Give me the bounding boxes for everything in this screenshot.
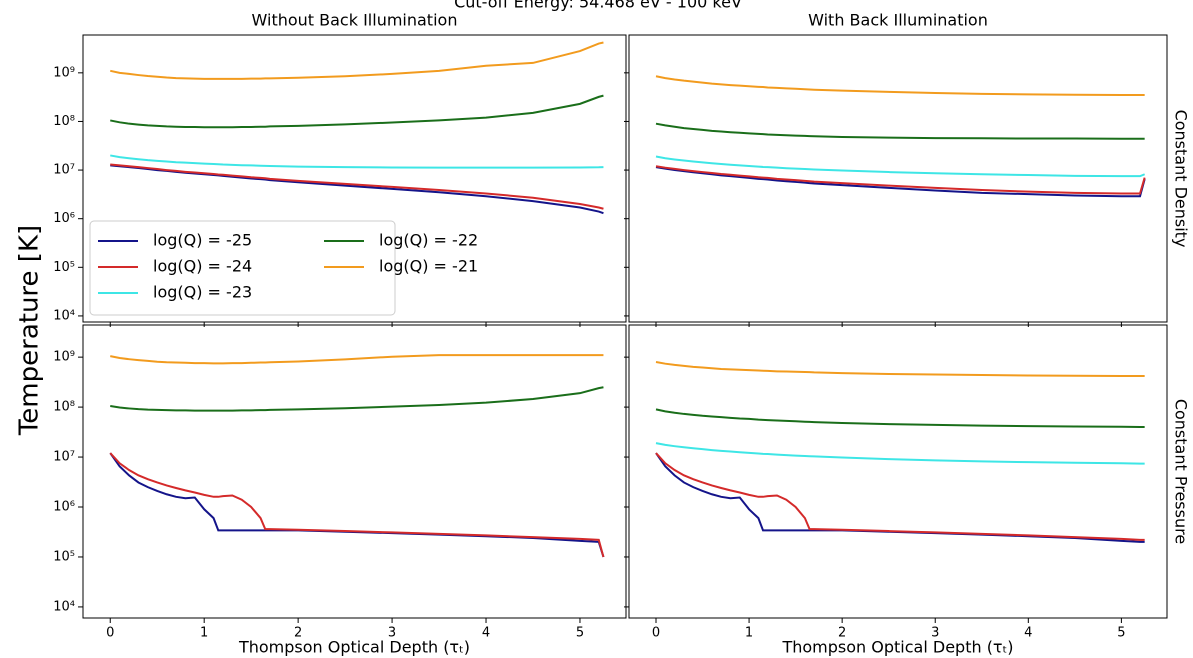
legend-label: log(Q) = -25	[153, 231, 252, 250]
x-tick-label: 0	[106, 626, 114, 641]
x-tick-label: 2	[838, 626, 846, 641]
legend-label: log(Q) = -24	[153, 257, 252, 276]
y-tick-label: 10⁵	[53, 260, 75, 275]
y-tick-label: 10⁴	[53, 308, 75, 323]
y-tick-label: 10⁷	[53, 163, 75, 178]
series-line	[110, 163, 604, 210]
figure-title: Cut-off Energy: 54.468 eV - 100 keV	[454, 0, 742, 12]
x-tick-label: 1	[200, 626, 208, 641]
panel-title: Without Back Illumination	[252, 11, 458, 30]
x-tick-label: 3	[931, 626, 939, 641]
series-line	[110, 154, 604, 169]
x-tick-label: 4	[482, 626, 490, 641]
legend-label: log(Q) = -23	[153, 283, 252, 302]
series-line	[655, 442, 1145, 465]
y-tick-label: 10⁶	[53, 211, 75, 226]
panel-frame	[628, 34, 1168, 323]
row-label: Constant Pressure	[1172, 399, 1191, 544]
panel-frame	[82, 324, 627, 619]
series-line	[655, 122, 1145, 140]
y-tick-label: 10⁵	[53, 549, 75, 564]
series-line	[110, 41, 604, 80]
series-line	[655, 75, 1145, 96]
x-tick-label: 2	[294, 626, 302, 641]
series-line	[110, 386, 604, 412]
x-tick-label: 0	[652, 626, 660, 641]
series-line	[655, 155, 1146, 178]
y-tick-label: 10⁸	[53, 400, 75, 415]
series-line	[655, 452, 1145, 541]
x-tick-label: 5	[1117, 626, 1125, 641]
x-tick-label: 4	[1024, 626, 1032, 641]
x-axis-label: Thompson Optical Depth (τₜ)	[238, 638, 470, 657]
plot-area	[655, 75, 1146, 198]
plot-area	[110, 41, 604, 215]
y-tick-label: 10⁶	[53, 500, 75, 515]
x-tick-label: 3	[388, 626, 396, 641]
row-label: Constant Density	[1172, 110, 1191, 248]
plot-area	[655, 360, 1145, 543]
x-tick-label: 1	[745, 626, 753, 641]
y-tick-label: 10⁷	[53, 450, 75, 465]
series-line	[655, 408, 1145, 428]
panel-frame	[628, 324, 1168, 619]
series-line	[110, 94, 604, 129]
panel-frame	[82, 34, 627, 323]
x-tick-label: 5	[576, 626, 584, 641]
panel-title: With Back Illumination	[808, 11, 988, 30]
y-axis-label: Temperature [K]	[15, 225, 45, 436]
legend-label: log(Q) = -22	[379, 231, 478, 250]
series-line	[110, 164, 604, 215]
series-line	[655, 166, 1146, 198]
legend-label: log(Q) = -21	[379, 257, 478, 276]
series-line	[109, 452, 605, 558]
x-axis-label: Thompson Optical Depth (τₜ)	[781, 638, 1013, 657]
series-line	[110, 354, 604, 365]
y-tick-label: 10⁴	[53, 599, 75, 614]
y-tick-label: 10⁸	[53, 114, 75, 129]
legend-box	[89, 220, 396, 316]
y-tick-label: 10⁹	[53, 65, 75, 80]
series-line	[655, 360, 1145, 377]
plot-area	[109, 354, 605, 558]
y-tick-label: 10⁹	[53, 350, 75, 365]
series-line	[655, 165, 1146, 195]
